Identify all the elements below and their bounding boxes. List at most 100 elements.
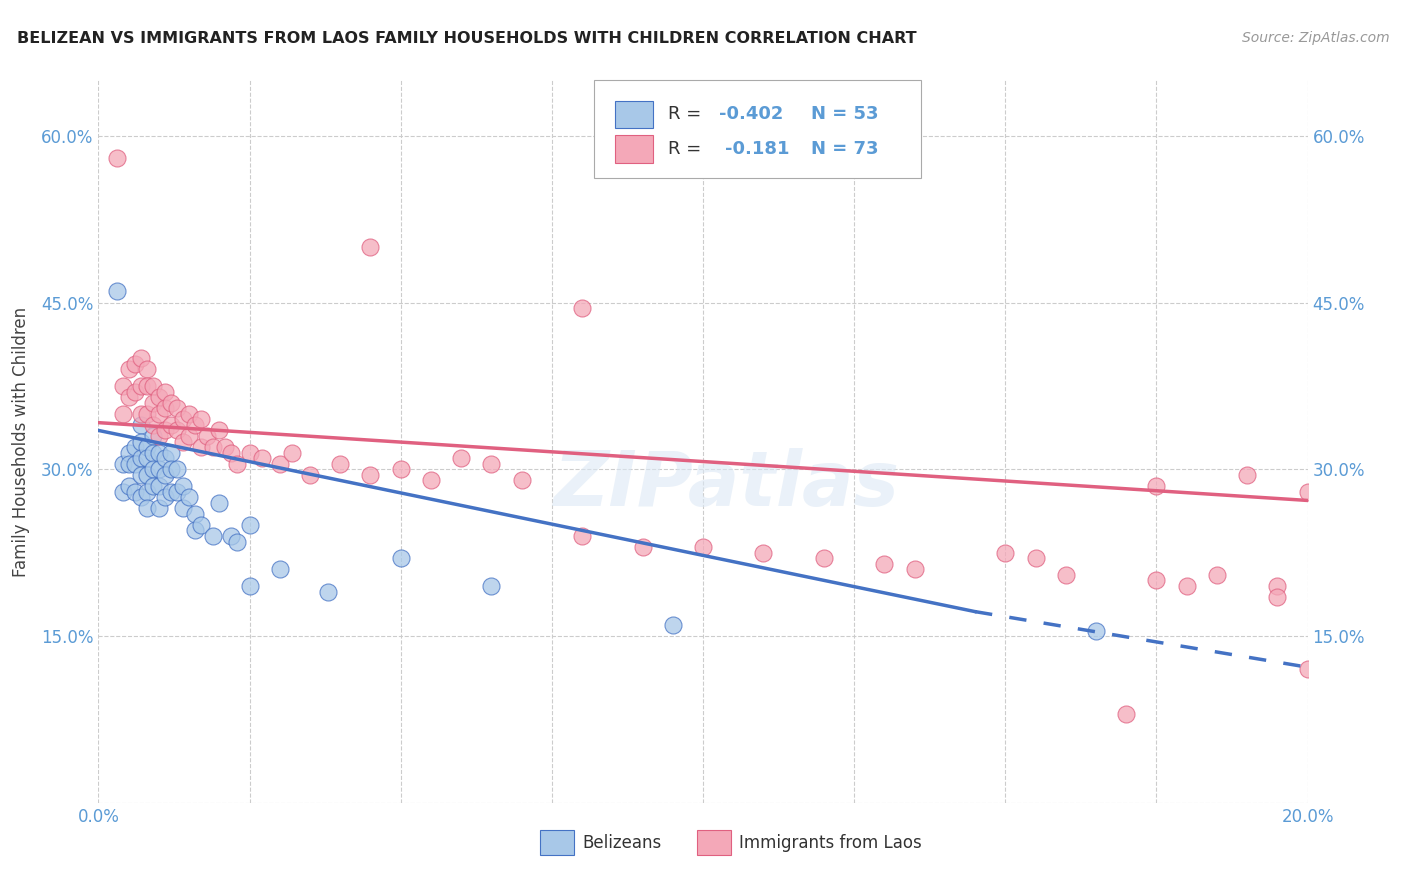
- Point: [1175, 579, 1198, 593]
- Point: [202, 529, 225, 543]
- Point: [148, 390, 170, 404]
- Point: [142, 429, 165, 443]
- Point: [221, 445, 243, 459]
- Point: [752, 546, 775, 560]
- Point: [571, 529, 593, 543]
- Point: [135, 484, 157, 499]
- Point: [389, 462, 412, 476]
- Point: [135, 451, 157, 466]
- Point: [269, 457, 291, 471]
- Point: [994, 546, 1017, 560]
- Point: [813, 551, 835, 566]
- Point: [153, 424, 176, 438]
- Point: [179, 407, 201, 421]
- Point: [172, 434, 194, 449]
- Point: [172, 412, 194, 426]
- Point: [118, 445, 141, 459]
- Text: Immigrants from Laos: Immigrants from Laos: [740, 833, 922, 852]
- Point: [208, 424, 231, 438]
- Point: [160, 445, 183, 459]
- Text: N = 73: N = 73: [811, 140, 879, 158]
- Y-axis label: Family Households with Children: Family Households with Children: [11, 307, 30, 576]
- Point: [179, 429, 201, 443]
- Point: [184, 507, 207, 521]
- Point: [129, 407, 152, 421]
- Point: [129, 417, 152, 432]
- Point: [214, 440, 236, 454]
- Point: [148, 462, 170, 476]
- Point: [190, 440, 212, 454]
- Point: [148, 501, 170, 516]
- Point: [1267, 590, 1289, 604]
- Point: [904, 562, 927, 576]
- Point: [299, 467, 322, 482]
- Point: [389, 551, 412, 566]
- Point: [1115, 706, 1137, 721]
- Point: [250, 451, 273, 466]
- Point: [142, 395, 165, 409]
- Point: [118, 390, 141, 404]
- Point: [166, 401, 188, 416]
- Point: [124, 457, 146, 471]
- Point: [571, 301, 593, 315]
- Point: [226, 534, 249, 549]
- Point: [239, 445, 262, 459]
- Point: [1236, 467, 1258, 482]
- Point: [329, 457, 352, 471]
- Point: [135, 467, 157, 482]
- Bar: [614, 101, 654, 128]
- Point: [179, 490, 201, 504]
- Point: [450, 451, 472, 466]
- Point: [190, 517, 212, 532]
- Point: [111, 457, 134, 471]
- Point: [166, 424, 188, 438]
- Point: [148, 407, 170, 421]
- Point: [190, 412, 212, 426]
- Point: [153, 467, 176, 482]
- Point: [208, 496, 231, 510]
- Point: [481, 457, 503, 471]
- Text: R =: R =: [668, 140, 713, 158]
- Point: [135, 440, 157, 454]
- Point: [1144, 479, 1167, 493]
- Point: [118, 479, 141, 493]
- Text: ZIPatlas: ZIPatlas: [554, 448, 900, 522]
- Point: [166, 462, 188, 476]
- Point: [1267, 579, 1289, 593]
- Point: [316, 584, 339, 599]
- Point: [160, 484, 183, 499]
- Point: [142, 479, 165, 493]
- Point: [129, 434, 152, 449]
- Point: [239, 517, 262, 532]
- Point: [111, 379, 134, 393]
- Point: [148, 445, 170, 459]
- Point: [202, 440, 225, 454]
- Point: [281, 445, 304, 459]
- Text: -0.181: -0.181: [724, 140, 789, 158]
- Point: [129, 351, 152, 366]
- Point: [124, 384, 146, 399]
- Point: [631, 540, 654, 554]
- Text: N = 53: N = 53: [811, 105, 879, 123]
- Point: [153, 384, 176, 399]
- Point: [1296, 662, 1319, 676]
- Point: [481, 579, 503, 593]
- Bar: [540, 830, 574, 855]
- Point: [420, 474, 443, 488]
- Point: [1206, 568, 1229, 582]
- Point: [1144, 574, 1167, 588]
- Point: [1296, 484, 1319, 499]
- Point: [873, 557, 896, 571]
- Point: [142, 379, 165, 393]
- Point: [661, 618, 683, 632]
- Point: [1024, 551, 1046, 566]
- Point: [172, 501, 194, 516]
- Point: [129, 467, 152, 482]
- Text: Belizeans: Belizeans: [582, 833, 661, 852]
- Point: [153, 451, 176, 466]
- Text: R =: R =: [668, 105, 707, 123]
- Point: [135, 501, 157, 516]
- Point: [129, 379, 152, 393]
- Point: [184, 524, 207, 538]
- Point: [172, 479, 194, 493]
